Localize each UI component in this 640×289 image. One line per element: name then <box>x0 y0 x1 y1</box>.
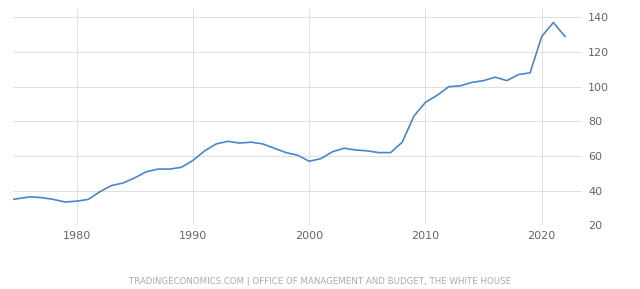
Text: TRADINGECONOMICS.COM | OFFICE OF MANAGEMENT AND BUDGET, THE WHITE HOUSE: TRADINGECONOMICS.COM | OFFICE OF MANAGEM… <box>129 277 511 286</box>
